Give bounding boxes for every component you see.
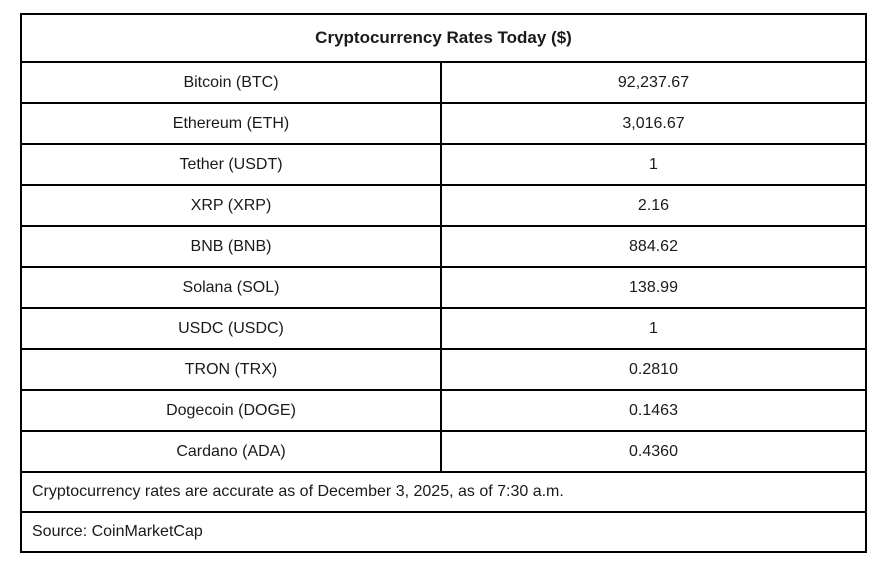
crypto-rates-table: Cryptocurrency Rates Today ($) Bitcoin (…	[20, 13, 867, 553]
crypto-rate: 92,237.67	[440, 61, 867, 104]
crypto-rate: 1	[440, 307, 867, 350]
table-title-row: Cryptocurrency Rates Today ($)	[20, 13, 867, 63]
crypto-name: Tether (USDT)	[20, 143, 442, 186]
table-title: Cryptocurrency Rates Today ($)	[20, 13, 867, 63]
crypto-rate: 0.2810	[440, 348, 867, 391]
crypto-name: Ethereum (ETH)	[20, 102, 442, 145]
crypto-rate: 884.62	[440, 225, 867, 268]
table-row: Dogecoin (DOGE) 0.1463	[20, 389, 867, 432]
table-footnote-row: Cryptocurrency rates are accurate as of …	[20, 471, 867, 513]
table-row: TRON (TRX) 0.2810	[20, 348, 867, 391]
crypto-name: Bitcoin (BTC)	[20, 61, 442, 104]
crypto-name: Solana (SOL)	[20, 266, 442, 309]
crypto-name: USDC (USDC)	[20, 307, 442, 350]
source-attribution: Source: CoinMarketCap	[20, 511, 867, 553]
crypto-name: TRON (TRX)	[20, 348, 442, 391]
crypto-name: BNB (BNB)	[20, 225, 442, 268]
table-row: Ethereum (ETH) 3,016.67	[20, 102, 867, 145]
crypto-rate: 0.4360	[440, 430, 867, 473]
table-row: Solana (SOL) 138.99	[20, 266, 867, 309]
table-row: USDC (USDC) 1	[20, 307, 867, 350]
table-row: Cardano (ADA) 0.4360	[20, 430, 867, 473]
crypto-rate: 0.1463	[440, 389, 867, 432]
crypto-name: XRP (XRP)	[20, 184, 442, 227]
crypto-rate: 138.99	[440, 266, 867, 309]
crypto-name: Cardano (ADA)	[20, 430, 442, 473]
table-row: BNB (BNB) 884.62	[20, 225, 867, 268]
accuracy-footnote: Cryptocurrency rates are accurate as of …	[20, 471, 867, 513]
table-row: XRP (XRP) 2.16	[20, 184, 867, 227]
crypto-rate: 3,016.67	[440, 102, 867, 145]
table-source-row: Source: CoinMarketCap	[20, 511, 867, 553]
table-row: Tether (USDT) 1	[20, 143, 867, 186]
crypto-rate: 2.16	[440, 184, 867, 227]
crypto-rate: 1	[440, 143, 867, 186]
table-row: Bitcoin (BTC) 92,237.67	[20, 61, 867, 104]
crypto-name: Dogecoin (DOGE)	[20, 389, 442, 432]
